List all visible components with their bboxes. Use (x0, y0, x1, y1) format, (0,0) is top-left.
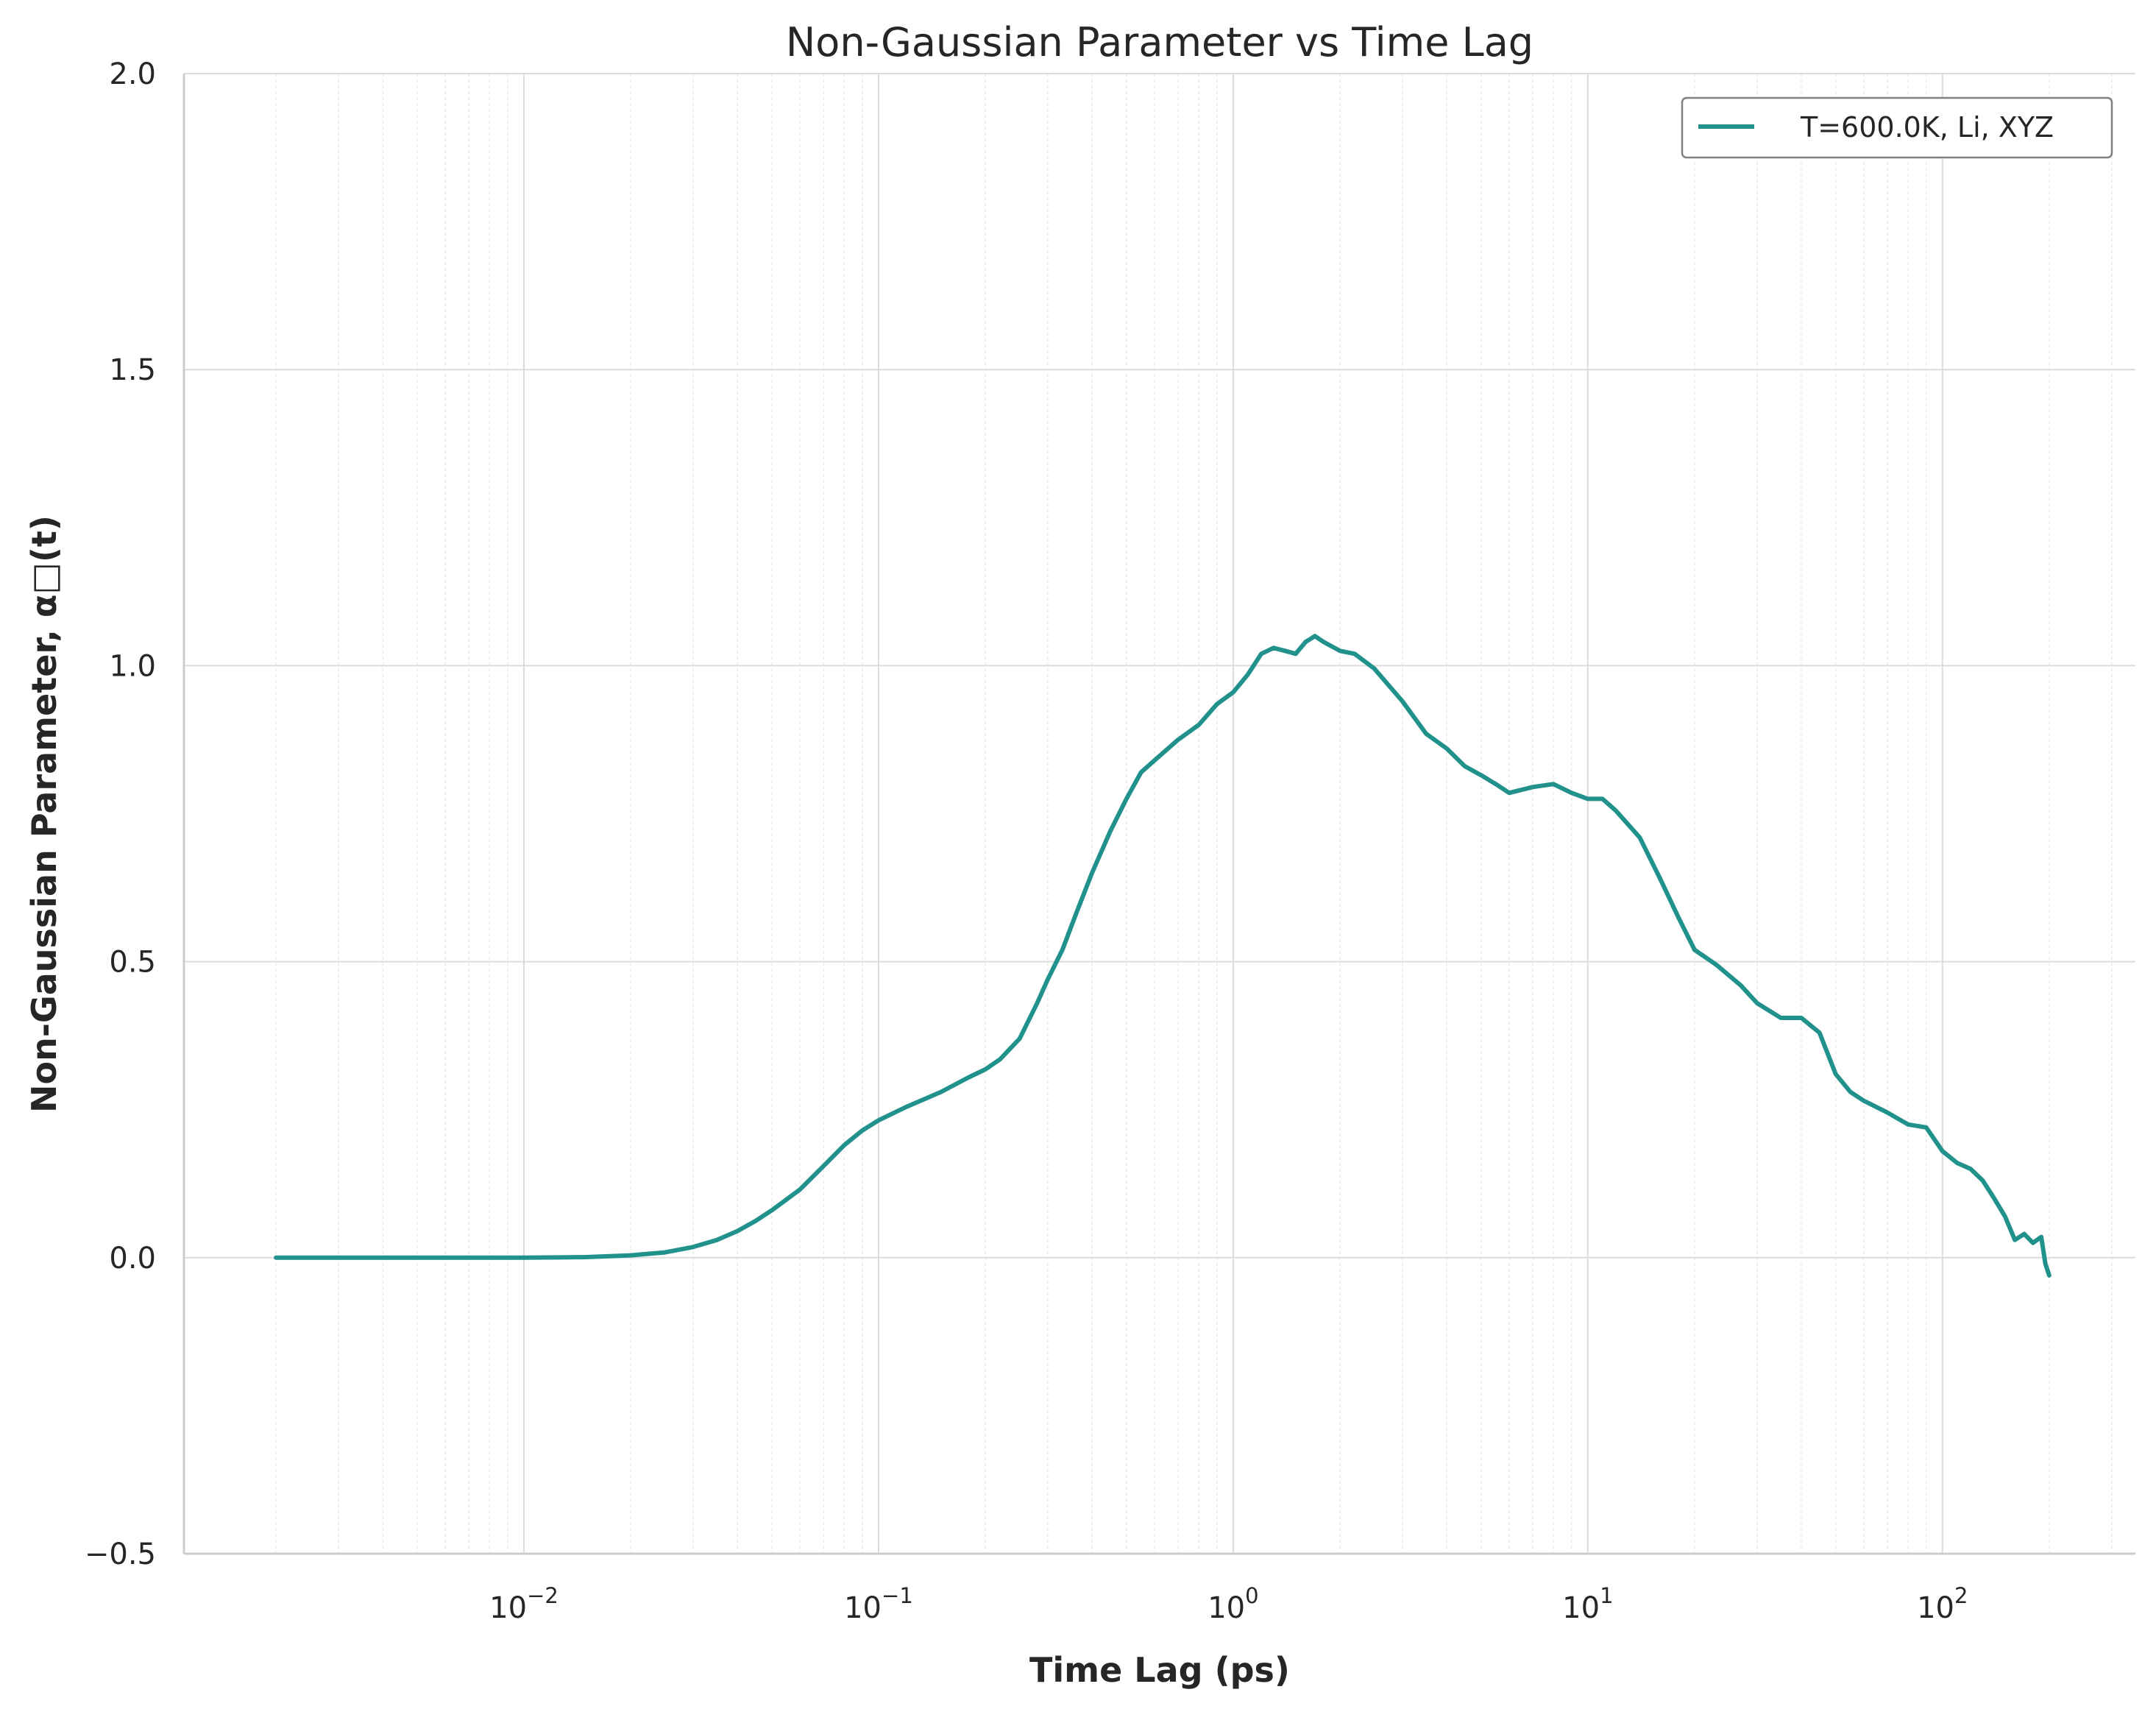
minor-gridlines (275, 74, 2113, 1554)
y-tick-label: 1.0 (109, 649, 156, 683)
legend: T=600.0K, Li, XYZ (1681, 96, 2113, 159)
x-axis-title: Time Lag (ps) (1029, 1650, 1290, 1690)
x-tick-label: 101 (1562, 1583, 1613, 1625)
x-tick-label: 10−2 (489, 1583, 558, 1625)
series-layer (274, 634, 2052, 1278)
y-tick-label: 2.0 (109, 57, 156, 91)
y-tick-labels: −0.5 0.0 0.5 1.0 1.5 2.0 (85, 57, 156, 1571)
legend-label: T=600.0K, Li, XYZ (1800, 111, 2054, 144)
axes (182, 74, 2135, 1555)
y-axis-title: Non-Gaussian Parameter, α□(t) (24, 515, 64, 1113)
x-tick-label: 10−1 (844, 1583, 913, 1625)
x-tick-label: 102 (1917, 1583, 1968, 1625)
y-tick-label: 0.5 (109, 946, 156, 980)
x-tick-label: 100 (1208, 1583, 1258, 1625)
y-tick-label: 1.5 (109, 353, 156, 387)
y-tick-label: 0.0 (109, 1242, 156, 1275)
major-gridlines (184, 73, 2135, 1554)
series-line (274, 634, 2052, 1278)
legend-box (1681, 96, 2113, 159)
y-tick-label: −0.5 (85, 1538, 156, 1571)
x-tick-labels: 10−2 10−1 100 101 102 (489, 1583, 1968, 1625)
chart-title: Non-Gaussian Parameter vs Time Lag (786, 19, 1533, 66)
